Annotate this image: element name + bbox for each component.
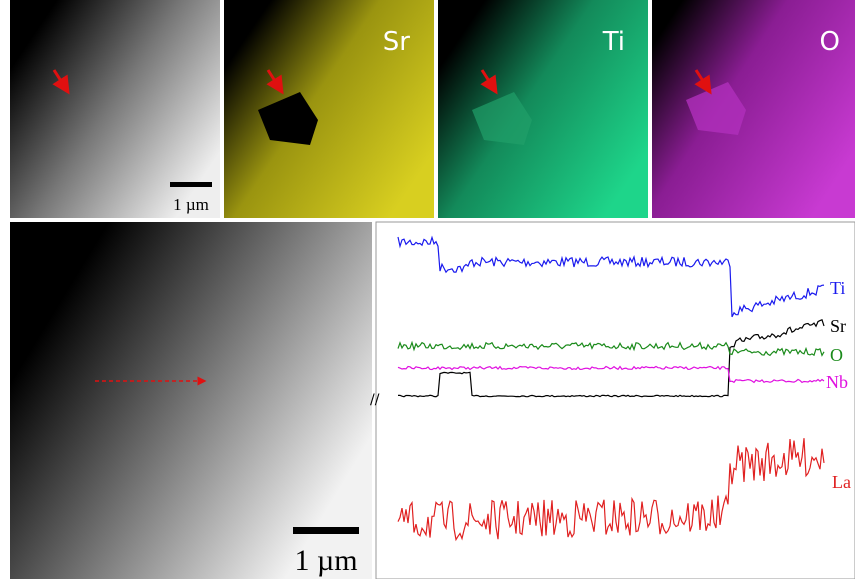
map-label: Sr — [383, 27, 411, 57]
profile-label: Nb — [826, 372, 848, 392]
profile-label: Ti — [830, 278, 845, 298]
map-label: O — [820, 27, 840, 57]
profile-label: O — [830, 345, 843, 365]
scale-bar — [170, 182, 212, 187]
profile-label: Sr — [830, 316, 846, 336]
profile-label: La — [832, 472, 851, 492]
scale-label: 1 µm — [294, 544, 357, 577]
scale-label: 1 µm — [173, 195, 209, 214]
scale-bar — [293, 527, 359, 534]
haadf-image-large — [10, 222, 372, 579]
axis-break: // — [370, 392, 380, 408]
map-label: Ti — [602, 27, 625, 57]
profile-panel — [376, 222, 855, 579]
figure: Sr Ti O 1 µm 1 µm // Ti Sr O Nb La — [0, 0, 855, 579]
